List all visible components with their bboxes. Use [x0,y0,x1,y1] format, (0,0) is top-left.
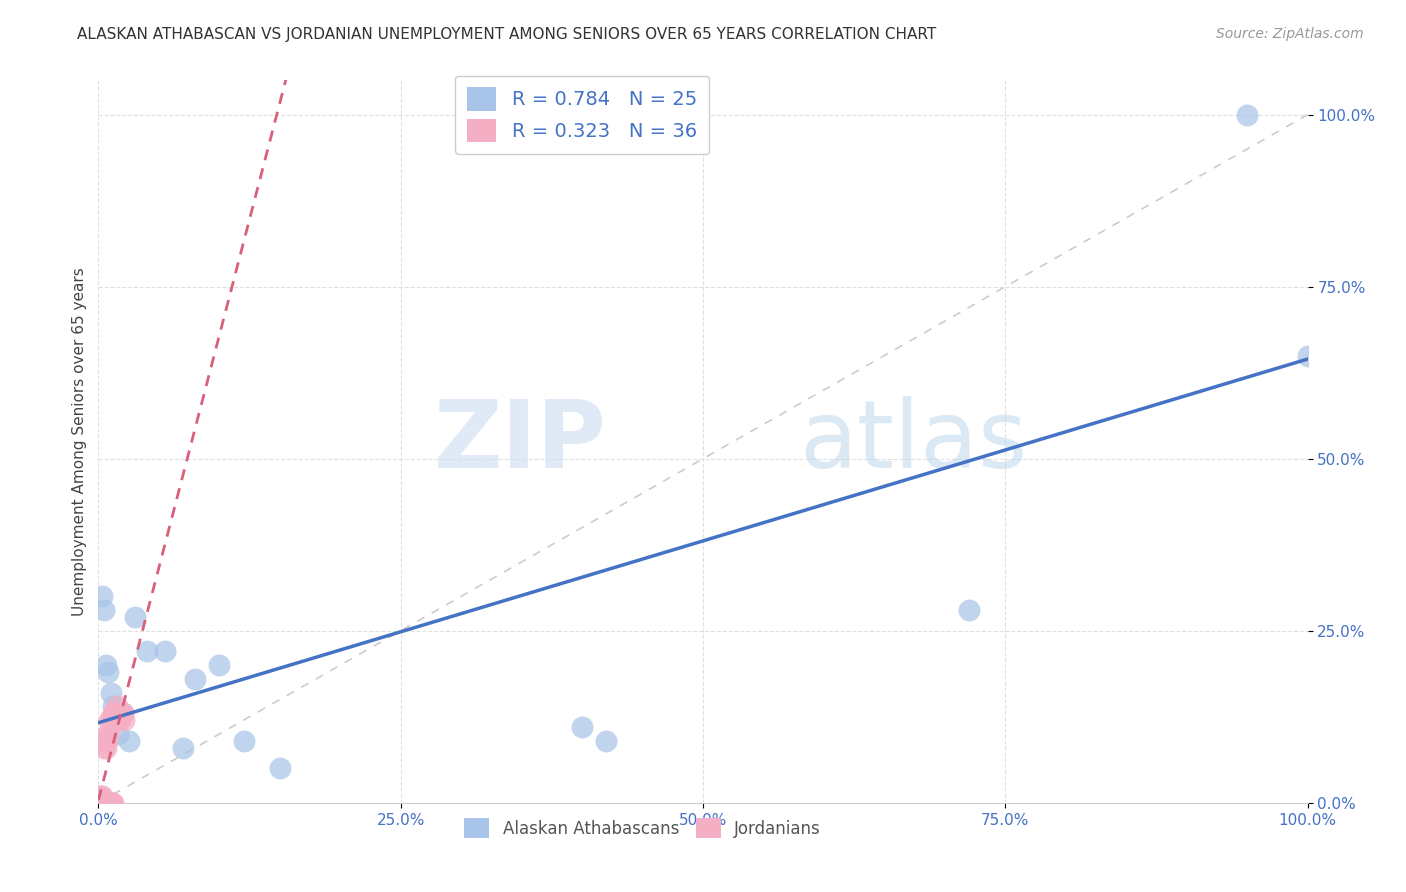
Point [595,734,617,748]
Point [135,644,157,658]
Point [118,734,141,748]
Point [104,713,127,727]
Point [94,734,117,748]
Point [101,796,124,810]
Point [105,706,128,721]
Y-axis label: Unemployment Among Seniors over 65 years: Unemployment Among Seniors over 65 years [72,268,87,615]
Point [91,590,114,604]
Legend: Alaskan Athabascans, Jordanians: Alaskan Athabascans, Jordanians [457,812,828,845]
Text: atlas: atlas [800,395,1028,488]
Point [153,644,176,658]
Point [100,713,122,727]
Point [93,603,115,617]
Point [101,699,124,714]
Point [107,727,129,741]
Point [93,734,115,748]
Point [111,706,134,721]
Point [208,658,231,673]
Point [1296,349,1319,363]
Point [108,706,131,721]
Point [105,699,128,714]
Point [107,713,129,727]
Point [91,789,114,803]
Point [90,796,112,810]
Point [90,789,112,803]
Point [98,796,121,810]
Text: Source: ZipAtlas.com: Source: ZipAtlas.com [1216,27,1364,41]
Point [957,603,980,617]
Text: ALASKAN ATHABASCAN VS JORDANIAN UNEMPLOYMENT AMONG SENIORS OVER 65 YEARS CORRELA: ALASKAN ATHABASCAN VS JORDANIAN UNEMPLOY… [77,27,936,42]
Point [100,686,122,700]
Point [269,761,291,775]
Point [89,796,111,810]
Point [90,796,112,810]
Point [105,706,128,721]
Point [93,740,115,755]
Point [232,734,254,748]
Point [94,740,117,755]
Point [101,706,124,721]
Point [571,720,593,734]
Point [100,796,122,810]
Point [89,789,111,803]
Point [172,740,194,755]
Point [91,796,114,810]
Point [110,706,132,721]
Point [91,796,114,810]
Point [100,796,122,810]
Point [96,727,118,741]
Point [108,713,131,727]
Point [184,672,207,686]
Text: ZIP: ZIP [433,395,606,488]
Point [1236,108,1258,122]
Point [97,727,120,741]
Point [94,658,117,673]
Point [103,713,125,727]
Point [91,796,114,810]
Point [112,713,135,727]
Point [97,796,120,810]
Point [87,796,110,810]
Point [103,706,125,721]
Point [98,713,121,727]
Point [89,796,111,810]
Point [111,706,134,721]
Point [96,734,118,748]
Point [124,610,146,624]
Point [97,665,120,679]
Point [100,796,122,810]
